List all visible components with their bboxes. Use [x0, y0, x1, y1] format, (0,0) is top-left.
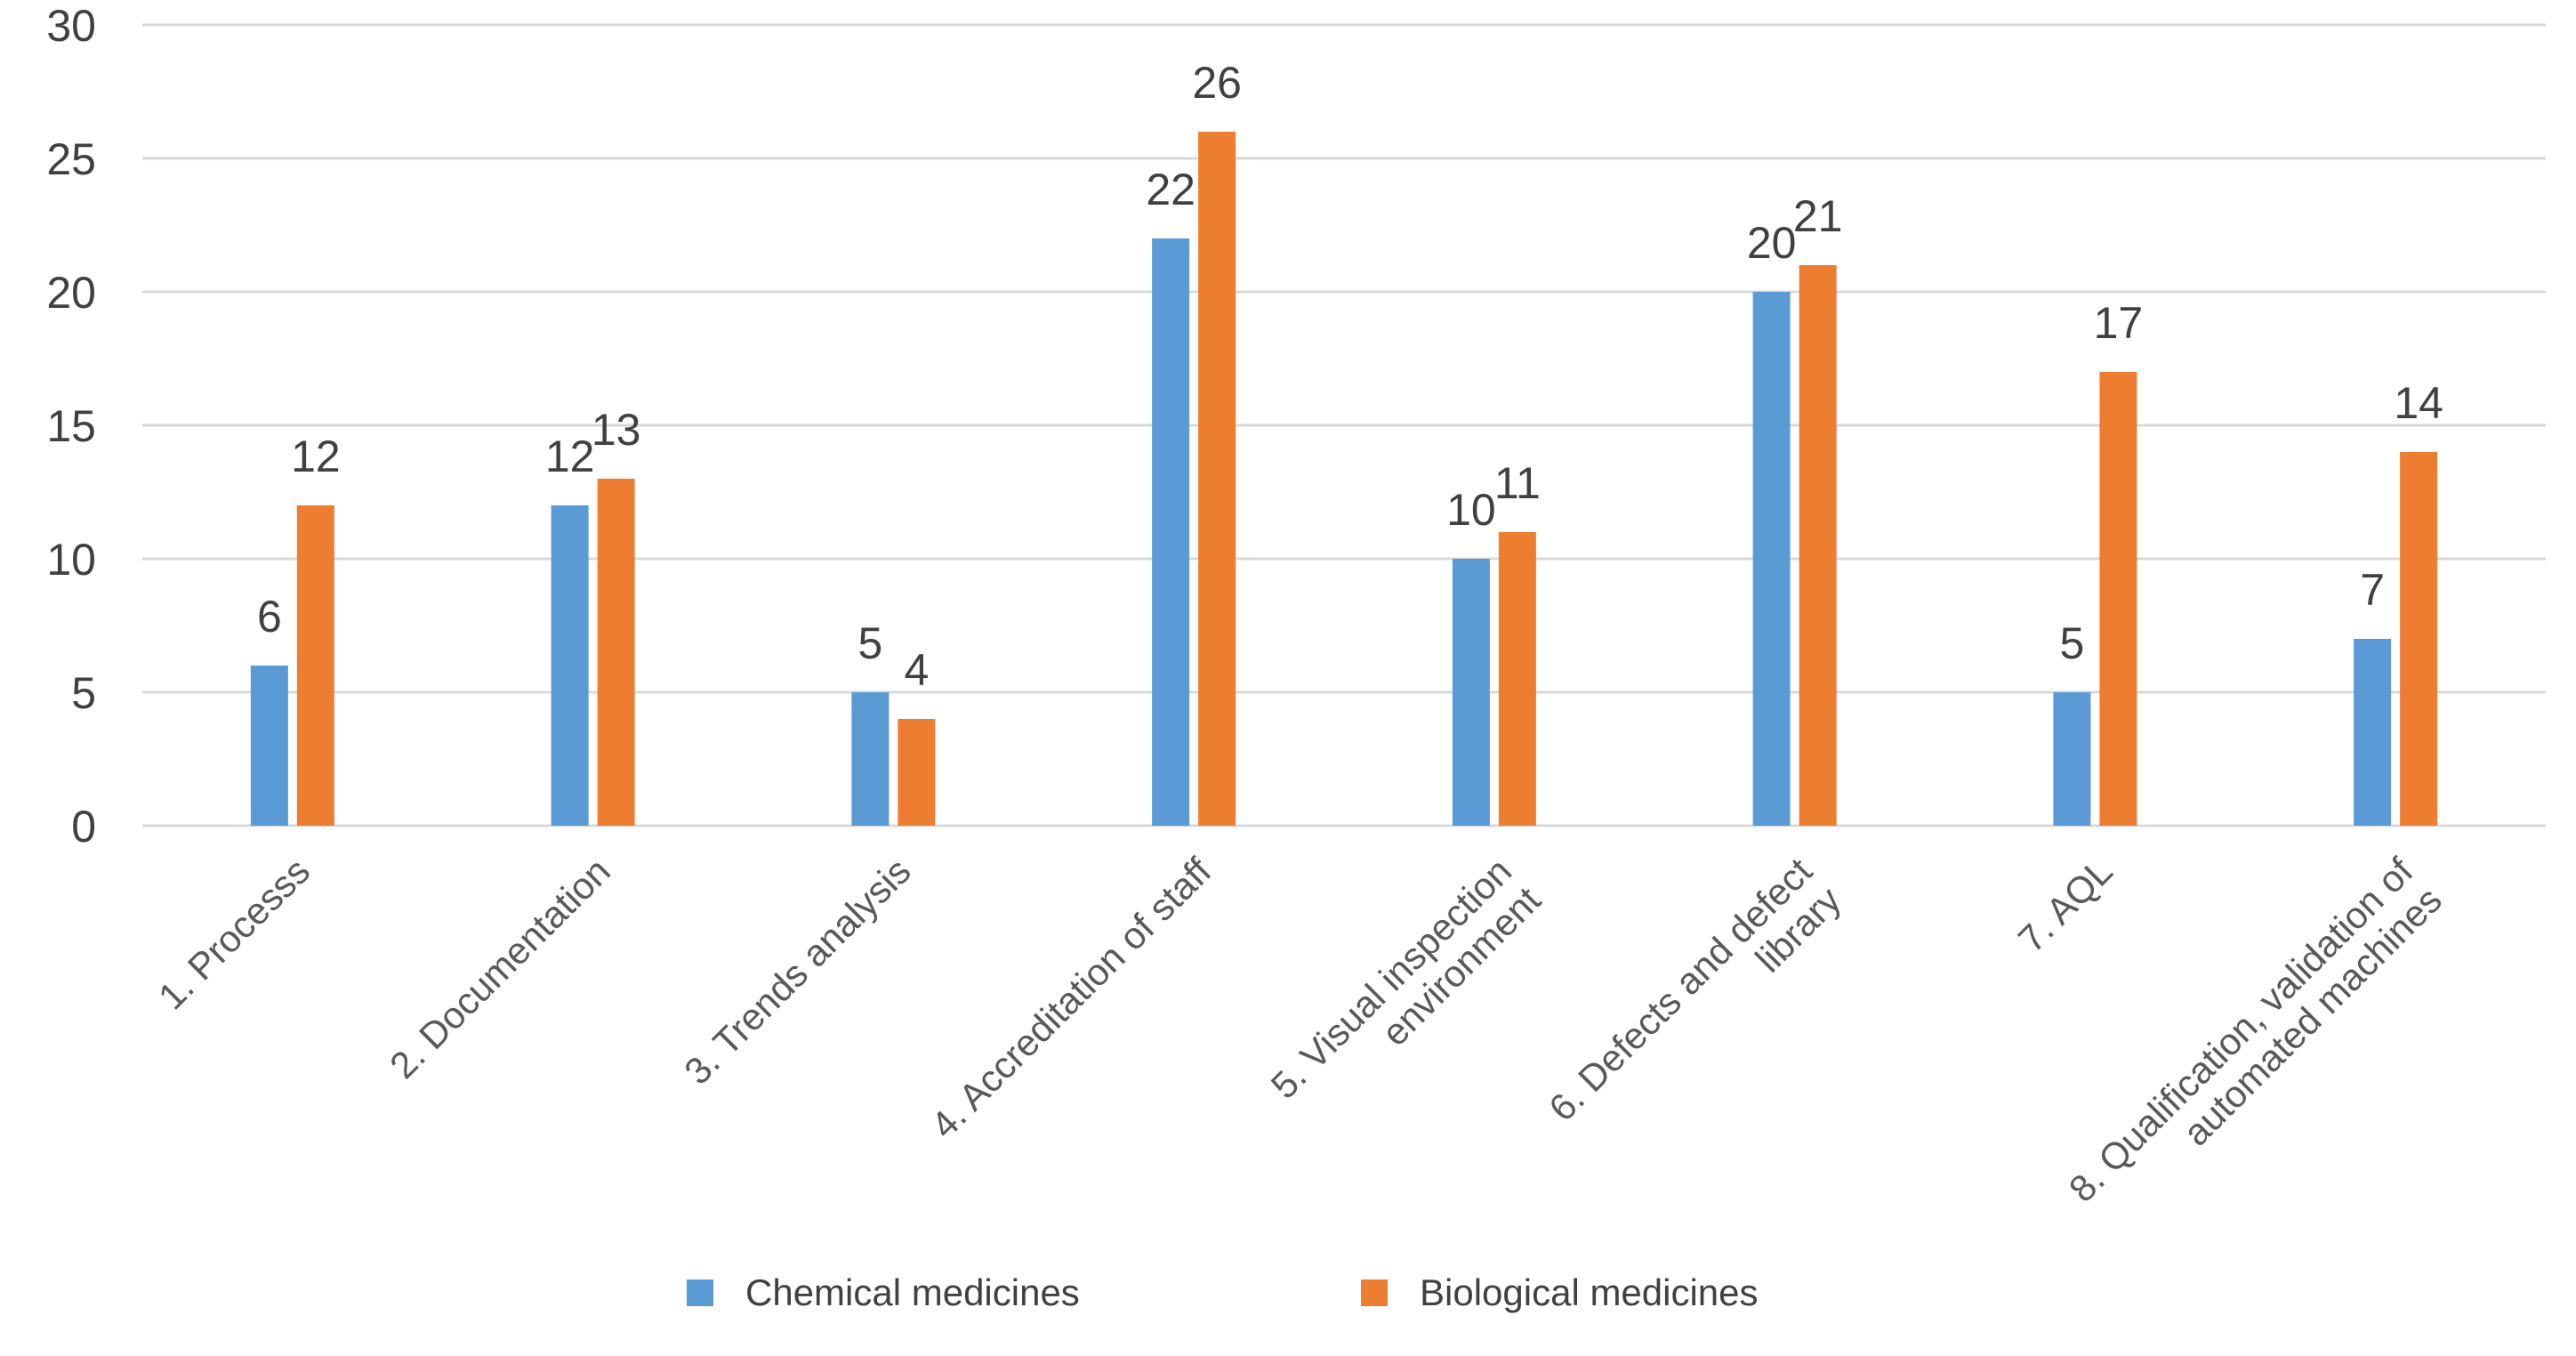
data-label: 7 — [2360, 565, 2385, 615]
bar-biological — [898, 719, 936, 826]
bar-chemical — [2354, 639, 2392, 826]
data-label: 14 — [2394, 378, 2443, 428]
category-label: 4. Accreditation of staff — [922, 850, 1219, 1146]
y-tick-label: 30 — [46, 1, 96, 51]
category-label: 6. Defects and defectlibrary — [1541, 850, 1849, 1158]
bar-chemical — [250, 666, 288, 826]
data-label: 6 — [257, 592, 282, 642]
data-label: 5 — [857, 618, 882, 668]
y-tick-label: 10 — [46, 535, 96, 585]
bar-biological — [597, 479, 635, 826]
category-label: 5. Visual inspectionenvironment — [1263, 850, 1549, 1135]
bar-biological — [2099, 372, 2137, 826]
bar-biological — [2400, 452, 2438, 826]
bar-chemical — [551, 505, 589, 826]
data-label: 21 — [1793, 191, 1843, 241]
legend-label: Biological medicines — [1420, 1271, 1759, 1313]
bar-chemical — [1452, 559, 1490, 826]
data-label: 22 — [1146, 165, 1195, 214]
category-label: 2. Documentation — [382, 850, 618, 1086]
bar-chemical — [851, 692, 890, 826]
y-tick-label: 15 — [46, 401, 96, 451]
legend-label: Chemical medicines — [745, 1271, 1080, 1313]
legend-swatch — [687, 1279, 713, 1306]
data-label: 12 — [291, 432, 341, 481]
y-tick-label: 20 — [46, 268, 96, 318]
bar-biological — [1498, 532, 1536, 826]
y-tick-label: 25 — [46, 134, 96, 184]
category-label: 7. AQL — [2010, 850, 2121, 960]
bar-biological — [1198, 132, 1236, 826]
y-tick-label: 0 — [71, 802, 96, 852]
bars — [250, 132, 2438, 826]
y-tick-label: 5 — [71, 668, 96, 718]
x-axis-category-labels: 1. Processs 2. Documentation 3. Trends ana… — [150, 850, 2450, 1239]
legend: Chemical medicines Biological medicines — [687, 1271, 1759, 1313]
gridlines — [142, 23, 2546, 827]
category-label: 1. Processs — [150, 850, 318, 1017]
data-label: 26 — [1192, 58, 1242, 108]
data-label: 5 — [2059, 618, 2084, 668]
data-label: 13 — [592, 405, 641, 455]
bar-biological — [296, 505, 334, 826]
data-label: 10 — [1446, 485, 1496, 535]
data-label: 12 — [545, 432, 595, 481]
bar-chemical — [1752, 292, 1791, 826]
data-label: 17 — [2094, 298, 2144, 348]
y-axis-tick-labels: 0 5 10 15 20 25 30 — [46, 1, 96, 852]
category-label: 3. Trends analysis — [676, 850, 919, 1093]
data-label: 20 — [1747, 218, 1797, 268]
category-label: 8. Qualification, validation ofautomated… — [2061, 850, 2450, 1239]
legend-swatch — [1361, 1279, 1388, 1306]
data-label: 11 — [1494, 458, 1541, 508]
bar-chemical — [1152, 238, 1190, 826]
bar-chemical — [2053, 692, 2091, 826]
data-label: 4 — [904, 645, 929, 695]
bar-biological — [1799, 265, 1837, 826]
